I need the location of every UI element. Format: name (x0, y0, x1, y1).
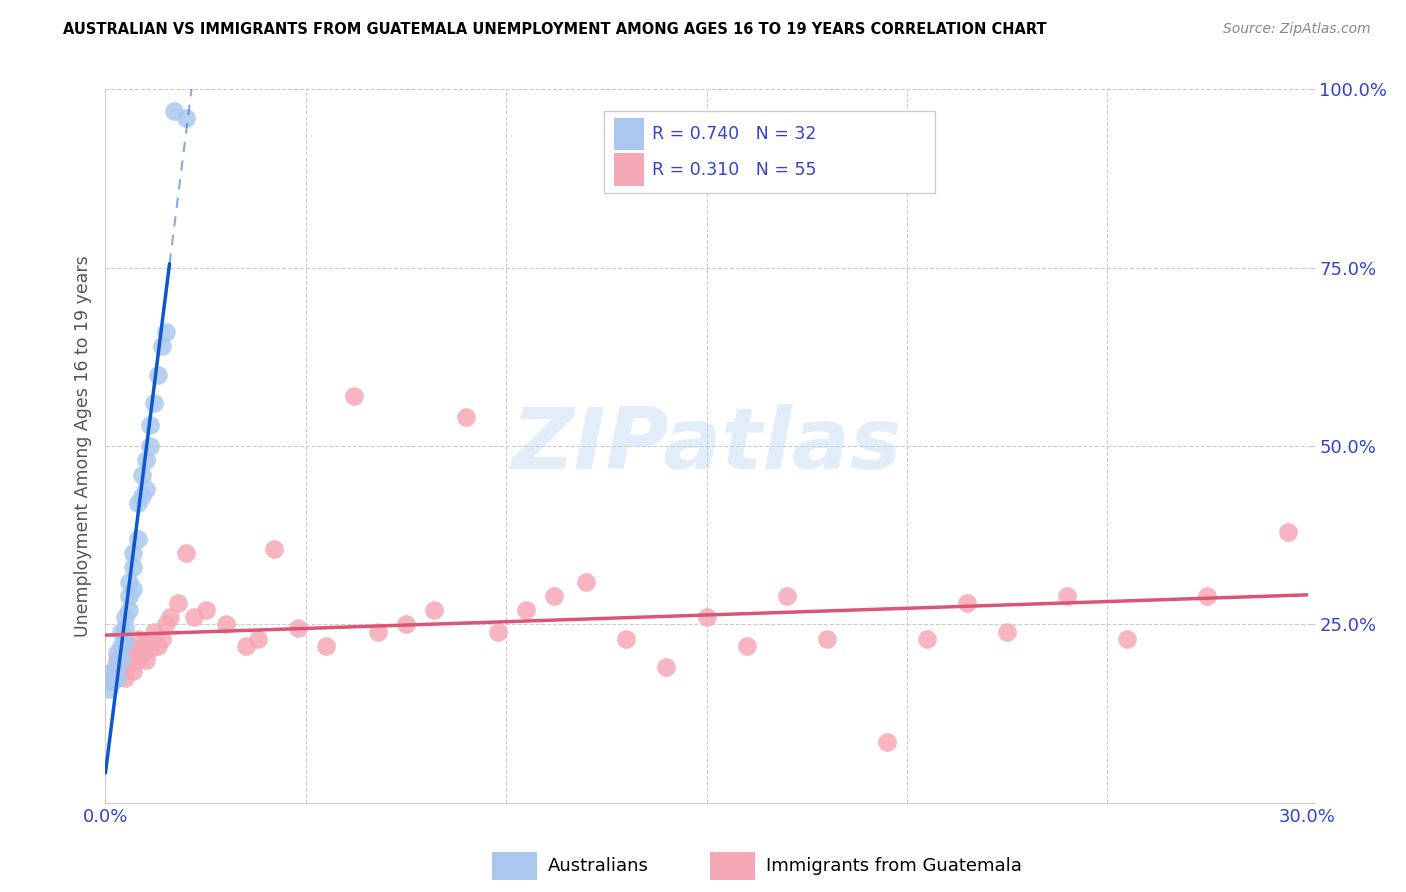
Point (1056, 589, 1078, 603)
Point (127, 496, 149, 510)
Point (735, 639, 758, 653)
Point (146, 639, 169, 653)
Point (118, 639, 141, 653)
Point (214, 617, 236, 632)
Point (395, 617, 418, 632)
Point (155, 325, 177, 339)
Point (194, 603, 217, 617)
Point (107, 657, 129, 671)
Point (127, 632, 149, 646)
Point (135, 635, 157, 649)
Point (118, 589, 141, 603)
Point (110, 639, 132, 653)
Point (159, 610, 181, 624)
Point (107, 653, 129, 667)
Point (150, 632, 173, 646)
Point (114, 621, 136, 635)
Point (110, 624, 132, 639)
Text: R = 0.740   N = 32: R = 0.740 N = 32 (652, 125, 817, 143)
Point (543, 589, 565, 603)
Point (696, 610, 718, 624)
Point (174, 111, 197, 125)
Point (114, 671, 136, 685)
Point (103, 674, 125, 689)
Point (122, 582, 145, 596)
Text: Source: ZipAtlas.com: Source: ZipAtlas.com (1223, 22, 1371, 37)
Point (423, 603, 446, 617)
Point (486, 624, 509, 639)
Point (135, 482, 157, 496)
Point (138, 642, 160, 657)
Point (142, 624, 165, 639)
Point (107, 671, 129, 685)
Point (454, 410, 477, 425)
Point (103, 664, 125, 678)
Point (146, 368, 169, 382)
Point (103, 664, 125, 678)
Point (118, 657, 141, 671)
Point (315, 639, 337, 653)
Text: ZIPatlas: ZIPatlas (512, 404, 901, 488)
Point (127, 532, 149, 546)
Point (166, 596, 188, 610)
Point (655, 660, 678, 674)
Point (114, 646, 136, 660)
Point (367, 624, 389, 639)
Text: AUSTRALIAN VS IMMIGRANTS FROM GUATEMALA UNEMPLOYMENT AMONG AGES 16 TO 19 YEARS C: AUSTRALIAN VS IMMIGRANTS FROM GUATEMALA … (63, 22, 1047, 37)
Point (956, 596, 979, 610)
Point (235, 639, 257, 653)
Point (776, 589, 799, 603)
Bar (614, 118, 644, 150)
FancyBboxPatch shape (605, 111, 935, 193)
Point (110, 653, 132, 667)
Point (174, 546, 197, 560)
Point (150, 339, 173, 353)
Point (118, 603, 141, 617)
Point (122, 560, 145, 574)
Point (114, 610, 136, 624)
Bar (614, 153, 644, 186)
Point (135, 653, 157, 667)
Point (122, 546, 145, 560)
Point (815, 632, 838, 646)
Point (98, 674, 121, 689)
Point (246, 632, 269, 646)
Point (876, 735, 898, 749)
Y-axis label: Unemployment Among Ages 16 to 19 years: Unemployment Among Ages 16 to 19 years (73, 255, 91, 637)
Point (107, 646, 129, 660)
Point (98, 681, 121, 696)
Text: Australians: Australians (548, 857, 650, 875)
Point (122, 664, 145, 678)
Point (138, 439, 160, 453)
Point (343, 389, 366, 403)
Point (131, 489, 153, 503)
Point (1277, 524, 1299, 539)
Point (1116, 632, 1139, 646)
Text: R = 0.310   N = 55: R = 0.310 N = 55 (652, 161, 817, 178)
Point (616, 632, 638, 646)
Point (110, 660, 132, 674)
Point (995, 624, 1018, 639)
Point (183, 610, 205, 624)
Point (131, 467, 153, 482)
Point (263, 542, 285, 557)
Point (515, 603, 537, 617)
Point (287, 621, 309, 635)
Point (107, 671, 129, 685)
Point (155, 617, 177, 632)
Point (138, 417, 160, 432)
Point (131, 646, 153, 660)
Point (135, 453, 157, 467)
Point (122, 642, 145, 657)
Point (118, 574, 141, 589)
Point (1197, 589, 1219, 603)
Point (142, 396, 165, 410)
Point (114, 635, 136, 649)
Point (127, 653, 149, 667)
Point (162, 103, 184, 118)
Text: Immigrants from Guatemala: Immigrants from Guatemala (766, 857, 1022, 875)
Point (915, 632, 938, 646)
Point (575, 574, 598, 589)
